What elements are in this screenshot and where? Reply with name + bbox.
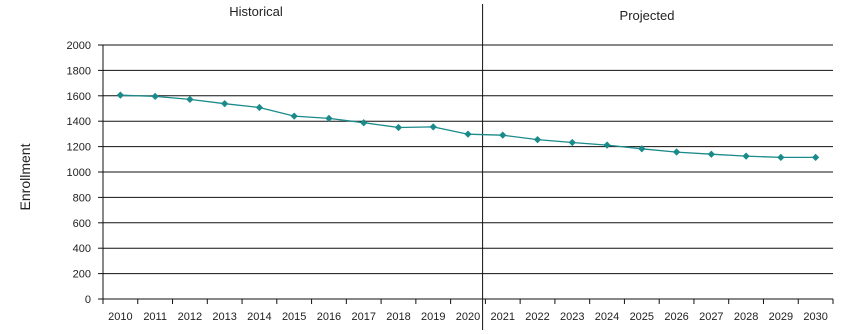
- data-point-2010: [116, 91, 125, 99]
- data-point-2026: [672, 148, 681, 156]
- section-label-projected: Projected: [620, 8, 675, 23]
- data-point-2019: [429, 123, 437, 131]
- data-point-2025: [638, 145, 646, 153]
- x-tick-label: 2014: [247, 311, 271, 323]
- axes: [98, 4, 834, 330]
- x-tick-label: 2027: [699, 311, 723, 323]
- data-point-2022: [533, 135, 542, 144]
- y-tick-label: 200: [73, 269, 91, 281]
- y-tick-label: 1000: [67, 167, 91, 179]
- x-tick-label: 2023: [560, 311, 584, 323]
- data-point-2028: [742, 152, 750, 160]
- grid-lines: [103, 44, 833, 300]
- data-point-2024: [603, 141, 611, 149]
- y-tick-label: 0: [85, 294, 91, 306]
- y-tick-label: 1200: [67, 142, 91, 154]
- x-tick-label: 2028: [734, 311, 758, 323]
- data-point-2011: [151, 92, 159, 101]
- data-point-2012: [186, 95, 194, 103]
- y-tick-label: 2000: [67, 40, 91, 52]
- x-tick-label: 2030: [803, 311, 827, 323]
- data-point-2030: [811, 153, 820, 162]
- x-tick-label: 2025: [630, 311, 654, 323]
- data-point-2016: [325, 114, 333, 123]
- data-point-2013: [221, 100, 229, 108]
- x-tick-label: 2029: [769, 311, 793, 323]
- x-tick-label: 2011: [143, 311, 167, 323]
- x-tick-label: 2017: [351, 311, 375, 323]
- data-point-2015: [290, 112, 298, 120]
- y-axis-label: Enrollment: [17, 143, 33, 210]
- tick-labels: 0 200 400 600 800 1000 1200 1400 1600 1800 2000 201…: [67, 40, 828, 323]
- x-tick-label: 2013: [212, 311, 236, 323]
- data-point-2029: [777, 153, 785, 162]
- x-tick-label: 2024: [595, 311, 619, 323]
- data-point-2017: [360, 119, 368, 127]
- data-point-2021: [499, 131, 507, 139]
- x-tick-label: 2020: [456, 311, 480, 323]
- y-tick-label: 1400: [67, 116, 91, 128]
- x-tick-label: 2022: [525, 311, 549, 323]
- series-layer: [116, 91, 820, 162]
- y-tick-label: 800: [73, 192, 91, 204]
- y-tick-label: 600: [73, 218, 91, 230]
- data-point-2027: [707, 150, 715, 158]
- data-point-2023: [568, 138, 576, 147]
- y-tick-label: 1800: [67, 65, 91, 77]
- data-point-2018: [394, 123, 403, 132]
- x-tick-label: 2019: [421, 311, 445, 323]
- y-tick-label: 400: [73, 243, 91, 255]
- x-tick-label: 2021: [491, 311, 515, 323]
- data-point-2020: [464, 130, 472, 138]
- x-tick-label: 2026: [664, 311, 688, 323]
- x-tick-label: 2010: [108, 311, 132, 323]
- y-tick-label: 1600: [67, 91, 91, 103]
- data-point-2014: [255, 103, 264, 112]
- x-tick-label: 2012: [178, 311, 202, 323]
- section-label-historical: Historical: [229, 4, 283, 19]
- x-tick-label: 2018: [386, 311, 410, 323]
- x-tick-label: 2015: [282, 311, 306, 323]
- x-tick-label: 2016: [317, 311, 341, 323]
